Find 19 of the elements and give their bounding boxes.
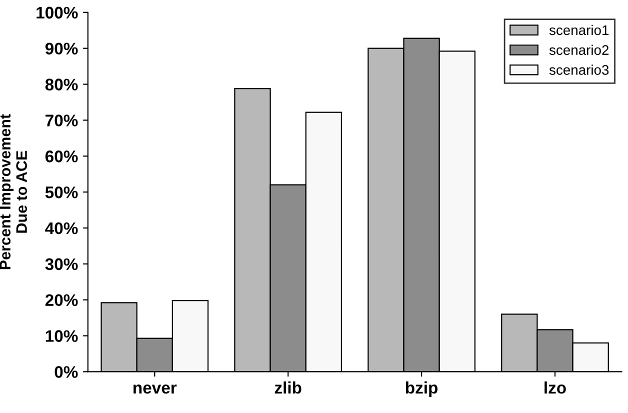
- y-tick-label: 100%: [36, 6, 78, 19]
- y-tick-label: 40%: [45, 222, 78, 234]
- y-tick-label: 60%: [45, 150, 78, 162]
- x-tick-label: lzo: [544, 381, 566, 394]
- y-tick-label: 80%: [45, 78, 78, 90]
- y-axis-title: Percent Improvement Due to ACE: [0, 114, 27, 270]
- y-tick-label: 30%: [45, 258, 78, 270]
- x-tick-label: bzip: [406, 381, 438, 397]
- legend-label: scenario1: [549, 24, 609, 36]
- legend-label: scenario2: [549, 44, 609, 55]
- y-tick-label: 10%: [46, 330, 78, 342]
- y-tick-label: 20%: [45, 294, 78, 306]
- legend-label: scenario3: [549, 64, 609, 75]
- y-tick-label: 50%: [45, 186, 78, 198]
- y-tick-label: 90%: [45, 42, 78, 55]
- y-tick-label: 0%: [54, 366, 78, 378]
- x-tick-label: never: [134, 384, 177, 394]
- y-tick-label: 70%: [46, 114, 78, 126]
- x-tick-label: zlib: [274, 381, 302, 394]
